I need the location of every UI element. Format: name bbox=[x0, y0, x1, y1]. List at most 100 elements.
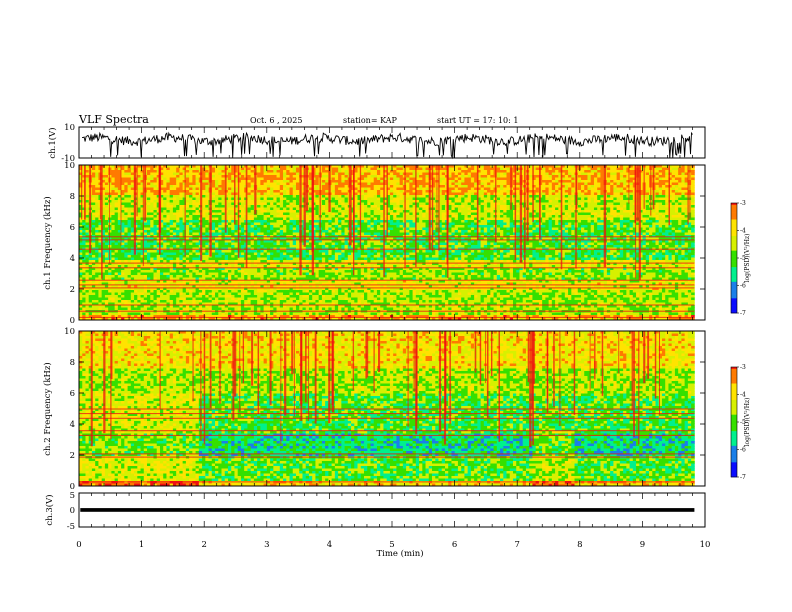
ch1-spec-cell bbox=[351, 187, 355, 191]
ch1-spec-cell bbox=[457, 225, 462, 228]
ch1-spec-cell bbox=[266, 177, 271, 181]
ch1-spec-cell bbox=[344, 207, 349, 211]
ch1-spec-cell bbox=[503, 220, 507, 223]
ch1-spec-cell bbox=[234, 207, 239, 211]
ch1-spec-cell bbox=[464, 172, 469, 176]
ch1-spec-cell bbox=[91, 170, 96, 173]
ch1-spec-cell bbox=[645, 205, 650, 208]
ch1-spec-cell bbox=[422, 192, 426, 196]
ch1-spec-cell bbox=[487, 172, 491, 176]
ch1-spec-cell bbox=[376, 207, 381, 211]
ch1-spec-cell bbox=[529, 202, 533, 206]
ch1-spec-cell bbox=[211, 197, 216, 201]
ch1-spec-cell bbox=[156, 200, 161, 203]
ch1-spec-cell bbox=[529, 212, 533, 216]
ch1-spec-cell bbox=[276, 187, 281, 191]
ch1-spec-cell bbox=[623, 202, 627, 206]
ch1-spec-cell bbox=[273, 170, 277, 173]
ch1-spec-cell bbox=[370, 215, 375, 218]
ch1-spec-cell bbox=[179, 215, 184, 218]
ch1-spec-cell bbox=[231, 200, 235, 203]
ch1-spec-cell bbox=[121, 182, 125, 186]
ch1-spec-cell bbox=[227, 165, 232, 168]
ch1-spec-cell bbox=[619, 202, 624, 206]
ch1-spec-cell bbox=[266, 207, 271, 211]
ch1-spec-cell bbox=[276, 212, 281, 216]
ch1-spec-cell bbox=[130, 207, 135, 211]
ch1-spec-cell bbox=[172, 180, 177, 183]
ch1-spec-cell bbox=[331, 207, 336, 211]
ch1-spec-cell bbox=[616, 207, 621, 211]
ch1-spec-cell bbox=[130, 185, 135, 188]
ch1-spec-cell bbox=[691, 170, 695, 173]
ch1-spec-cell bbox=[227, 200, 232, 203]
ch1-spec-cell bbox=[169, 175, 174, 178]
ch1-spec-cell bbox=[568, 210, 572, 213]
ch1-spec-cell bbox=[211, 210, 216, 213]
ch1-spec-cell bbox=[202, 230, 206, 233]
ch1-spec-cell bbox=[341, 170, 345, 173]
ch1-spec-cell bbox=[545, 225, 550, 228]
ch1-spec-cell bbox=[292, 220, 297, 223]
ch1-spec-cell bbox=[270, 197, 274, 201]
ch1-spec-cell bbox=[351, 222, 355, 226]
ch1-spec-cell bbox=[367, 185, 371, 188]
ch1-spec-cell bbox=[234, 180, 239, 183]
ch1-spec-cell bbox=[331, 192, 336, 196]
ch1-spec-cell bbox=[263, 175, 268, 178]
ch1-spec-cell bbox=[354, 187, 358, 191]
ch1-spec-cell bbox=[419, 170, 423, 173]
ch1-spec-cell bbox=[464, 215, 469, 218]
ch1-spec-cell bbox=[532, 217, 537, 221]
ch1-spec-cell bbox=[234, 197, 239, 201]
ch1-spec-cell bbox=[629, 195, 634, 198]
ch1-spec-cell bbox=[101, 180, 106, 183]
ch1-spec-cell bbox=[551, 195, 556, 198]
ch1-spec-cell bbox=[159, 167, 164, 171]
ch1-spec-cell bbox=[448, 165, 452, 168]
ch1-spec-cell bbox=[610, 190, 614, 193]
ch1-spec-cell bbox=[597, 205, 601, 208]
ch1-spec-cell bbox=[117, 225, 122, 228]
ch1-spec-cell bbox=[454, 205, 459, 208]
ch1-spec-cell bbox=[532, 225, 537, 228]
ch1-spec-cell bbox=[500, 185, 504, 188]
ch1-spec-cell bbox=[176, 210, 180, 213]
ch1-spec-cell bbox=[211, 167, 216, 171]
ch1-spec-cell bbox=[276, 190, 281, 193]
ch1-spec-cell bbox=[438, 180, 443, 183]
ch1-spec-cell bbox=[367, 225, 371, 228]
ch1-spec-cell bbox=[509, 215, 514, 218]
ch1-spec-cell bbox=[535, 212, 540, 216]
ch1-spec-cell bbox=[137, 217, 141, 221]
ch1-spec-cell bbox=[412, 190, 417, 193]
ch1-spec-cell bbox=[490, 192, 494, 196]
ch1-spec-cell bbox=[477, 192, 481, 196]
ch1-spec-cell bbox=[389, 170, 394, 173]
ch1-spec-cell bbox=[354, 225, 358, 228]
ch1-spec-cell bbox=[357, 180, 362, 183]
ch1-spec-cell bbox=[616, 222, 621, 226]
ch1-spec-cell bbox=[457, 212, 462, 216]
ch1-spec-cell bbox=[571, 195, 575, 198]
ch1-spec-cell bbox=[606, 185, 611, 188]
ch1-spec-cell bbox=[548, 192, 553, 196]
ch1-spec-cell bbox=[661, 212, 666, 216]
ch1-spec-cell bbox=[104, 170, 109, 173]
ch1-spec-cell bbox=[577, 170, 582, 173]
ch1-spec-cell bbox=[571, 175, 575, 178]
ch1-spec-cell bbox=[658, 165, 663, 168]
ch1-spec-cell bbox=[678, 172, 682, 176]
ch1-spec-cell bbox=[121, 167, 125, 171]
ch1-spec-cell bbox=[419, 205, 423, 208]
ch1-spec-cell bbox=[172, 210, 177, 213]
ch1-spec-cell bbox=[344, 165, 349, 168]
ch1-spec-cell bbox=[593, 182, 598, 186]
ch1-spec-cell bbox=[490, 175, 494, 178]
ch1-spec-cell bbox=[503, 212, 507, 216]
ch1-spec-cell bbox=[95, 187, 99, 191]
ch1-spec-cell bbox=[639, 212, 643, 216]
ch1-spec-cell bbox=[474, 192, 478, 196]
ch1-spec-cell bbox=[270, 167, 274, 171]
ch1-spec-cell bbox=[386, 172, 391, 176]
